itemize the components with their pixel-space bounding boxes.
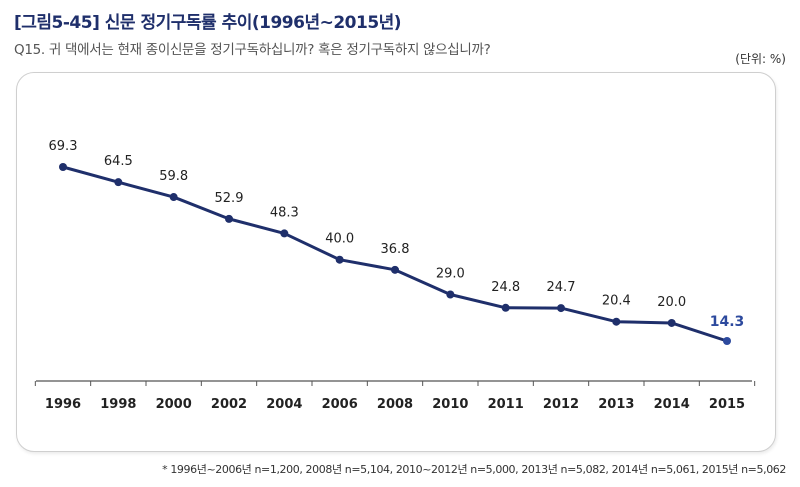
chart-title: [그림5-45] 신문 정기구독률 추이(1996년~2015년) <box>14 13 402 33</box>
data-point <box>723 337 731 345</box>
x-tick-label: 2012 <box>543 397 579 412</box>
data-label: 64.5 <box>104 154 133 169</box>
data-point <box>335 255 344 264</box>
data-label: 69.3 <box>49 139 78 154</box>
data-label-highlight: 14.3 <box>710 314 745 330</box>
x-tick-label: 2015 <box>709 397 745 412</box>
data-point <box>557 304 565 313</box>
data-label: 52.9 <box>215 191 244 206</box>
data-label: 24.8 <box>491 280 520 295</box>
data-point <box>501 303 510 312</box>
data-point <box>114 178 123 187</box>
x-tick-label: 2000 <box>156 397 192 412</box>
data-label: 29.0 <box>436 266 465 281</box>
x-tick-label: 2013 <box>598 397 634 412</box>
data-point <box>612 317 621 326</box>
data-label: 48.3 <box>270 205 299 220</box>
data-point <box>225 214 233 223</box>
data-label: 20.0 <box>657 295 686 310</box>
chart-panel <box>16 72 776 452</box>
data-labels: 69.3 64.5 59.8 52.9 48.3 40.0 36.8 29.0 24.8 24.7… <box>49 139 745 330</box>
data-label: 40.0 <box>325 232 354 247</box>
x-tick-label: 2002 <box>211 397 247 412</box>
x-tick-label: 2010 <box>432 397 468 412</box>
x-tick-label: 2006 <box>322 397 358 412</box>
x-tick-label: 2004 <box>266 397 302 412</box>
x-tick-label: 2011 <box>488 397 524 412</box>
data-point <box>391 265 399 274</box>
data-point <box>59 163 67 171</box>
x-axis-ticks <box>34 381 756 386</box>
x-tick-label: 1996 <box>45 397 81 412</box>
sample-size-footnote: * 1996년~2006년 n=1,200, 2008년 n=5,104, 20… <box>162 463 786 476</box>
data-label: 20.4 <box>602 294 631 309</box>
survey-question: Q15. 귀 댁에서는 현재 종이신문을 정기구독하십니까? 혹은 정기구독하지… <box>14 42 491 58</box>
x-tick-label: 1998 <box>100 397 136 412</box>
data-points <box>59 163 731 345</box>
x-tick-label: 2008 <box>377 397 413 412</box>
x-tick-label: 2014 <box>654 397 690 412</box>
x-axis-labels: 1996 1998 2000 2002 2004 2006 2008 2010 2011 2012… <box>45 397 745 412</box>
data-point <box>280 229 289 238</box>
data-point <box>667 318 676 327</box>
data-label: 59.8 <box>159 169 188 184</box>
data-label: 24.7 <box>547 280 576 295</box>
data-point <box>169 193 178 202</box>
data-label: 36.8 <box>381 242 410 257</box>
unit-label: (단위: %) <box>735 52 786 66</box>
data-point <box>446 290 455 299</box>
